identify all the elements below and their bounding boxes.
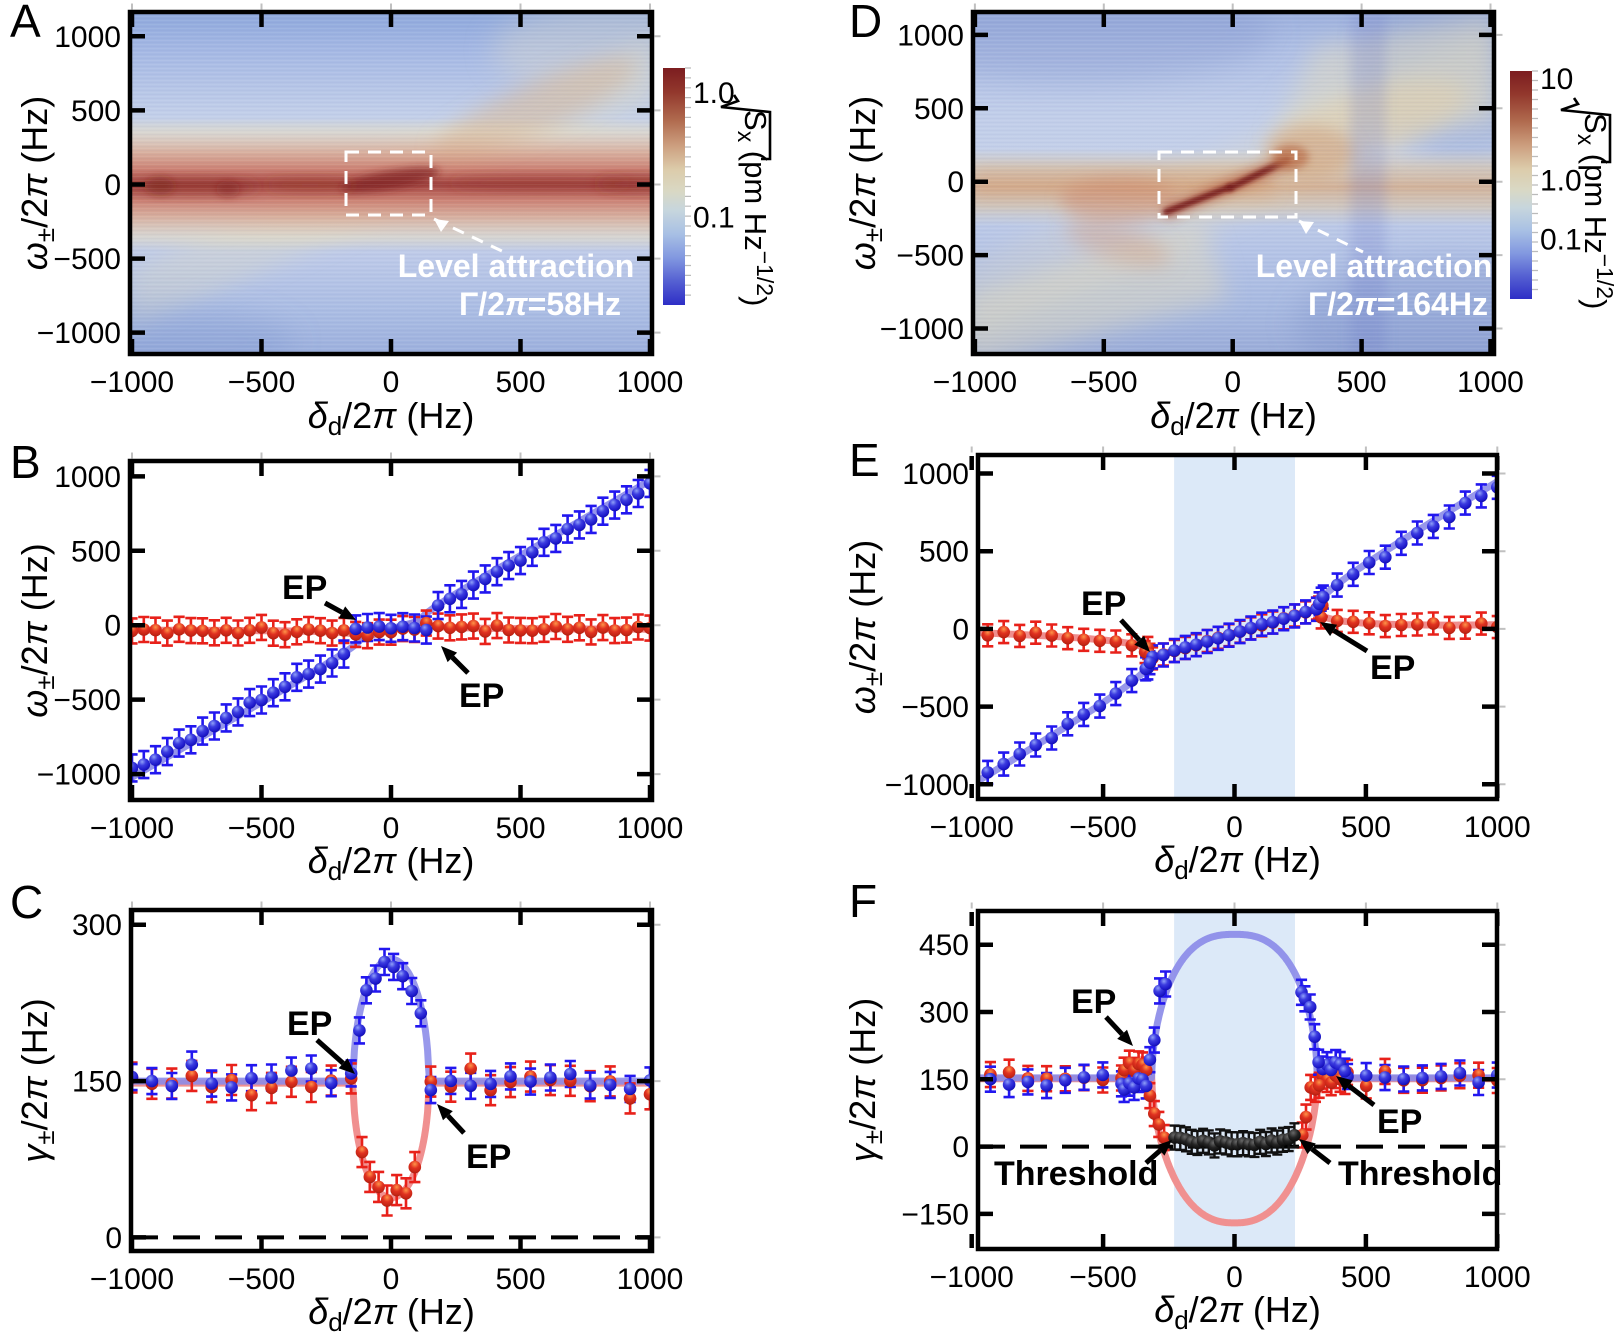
svg-text:−1000: −1000 <box>880 313 964 346</box>
svg-text:0.1: 0.1 <box>693 201 735 234</box>
svg-text:−1000: −1000 <box>90 812 174 845</box>
svg-text:δd/2π (Hz): δd/2π (Hz) <box>308 1291 475 1333</box>
svg-text:−500: −500 <box>1070 366 1138 399</box>
svg-text:1000: 1000 <box>54 21 121 54</box>
svg-text:1000: 1000 <box>1464 1261 1531 1294</box>
svg-text:1.0: 1.0 <box>1540 164 1582 197</box>
svg-text:1000: 1000 <box>897 19 964 52</box>
svg-text:EP: EP <box>1370 649 1415 687</box>
svg-text:δd/2π (Hz): δd/2π (Hz) <box>1150 395 1317 441</box>
svg-text:Level attraction: Level attraction <box>398 248 635 284</box>
svg-text:δd/2π (Hz): δd/2π (Hz) <box>1154 839 1321 885</box>
svg-text:1000: 1000 <box>1457 366 1524 399</box>
svg-text:C: C <box>10 876 43 928</box>
svg-text:Threshold: Threshold <box>1338 1155 1502 1193</box>
svg-text:EP: EP <box>282 569 327 607</box>
svg-text:−500: −500 <box>53 684 121 717</box>
svg-text:0: 0 <box>1226 811 1243 844</box>
svg-text:300: 300 <box>72 909 122 942</box>
svg-text:EP: EP <box>466 1138 511 1176</box>
svg-text:0: 0 <box>1224 366 1241 399</box>
svg-text:0: 0 <box>1226 1261 1243 1294</box>
svg-text:500: 500 <box>919 536 969 569</box>
svg-text:300: 300 <box>919 996 969 1029</box>
svg-text:1000: 1000 <box>617 812 684 845</box>
svg-text:−1000: −1000 <box>90 1263 174 1296</box>
svg-text:EP: EP <box>1071 983 1116 1021</box>
svg-text:−1000: −1000 <box>37 317 121 350</box>
svg-text:0: 0 <box>383 812 400 845</box>
svg-text:10: 10 <box>1540 63 1573 96</box>
svg-text:150: 150 <box>919 1064 969 1097</box>
svg-text:A: A <box>10 0 41 47</box>
svg-text:ω±/2π (Hz): ω±/2π (Hz) <box>14 543 60 717</box>
svg-text:Level attraction: Level attraction <box>1256 248 1493 284</box>
svg-text:1000: 1000 <box>54 461 121 494</box>
svg-text:Sx (pm Hz−1/2): Sx (pm Hz−1/2) <box>733 110 778 306</box>
svg-text:γ±/2π (Hz): γ±/2π (Hz) <box>842 998 888 1162</box>
svg-text:δd/2π (Hz): δd/2π (Hz) <box>1154 1289 1321 1333</box>
svg-text:500: 500 <box>914 93 964 126</box>
svg-text:−1000: −1000 <box>933 366 1017 399</box>
svg-text:−1000: −1000 <box>930 1261 1014 1294</box>
svg-text:−500: −500 <box>901 691 969 724</box>
svg-text:0: 0 <box>383 1263 400 1296</box>
svg-text:500: 500 <box>71 535 121 568</box>
svg-text:ω±/2π (Hz): ω±/2π (Hz) <box>842 540 888 714</box>
svg-text:F: F <box>849 875 877 927</box>
svg-text:ω±/2π (Hz): ω±/2π (Hz) <box>842 96 888 270</box>
svg-text:1000: 1000 <box>902 458 969 491</box>
svg-text:δd/2π (Hz): δd/2π (Hz) <box>308 395 475 441</box>
svg-text:B: B <box>10 436 41 488</box>
svg-text:0.1: 0.1 <box>1540 224 1582 257</box>
svg-text:Threshold: Threshold <box>994 1155 1158 1193</box>
svg-text:−500: −500 <box>896 240 964 273</box>
svg-text:1000: 1000 <box>617 1263 684 1296</box>
svg-text:−500: −500 <box>1069 1261 1137 1294</box>
svg-text:D: D <box>849 0 882 47</box>
svg-text:1000: 1000 <box>1464 811 1531 844</box>
svg-text:1000: 1000 <box>617 366 684 399</box>
svg-text:δd/2π (Hz): δd/2π (Hz) <box>308 840 475 886</box>
svg-text:500: 500 <box>495 366 545 399</box>
svg-text:E: E <box>849 434 880 486</box>
svg-text:−500: −500 <box>1069 811 1137 844</box>
svg-text:0: 0 <box>952 1131 969 1164</box>
svg-text:−1000: −1000 <box>930 811 1014 844</box>
svg-text:0: 0 <box>105 1222 122 1255</box>
svg-text:−1000: −1000 <box>37 759 121 792</box>
svg-text:500: 500 <box>71 95 121 128</box>
svg-text:EP: EP <box>1377 1103 1422 1141</box>
svg-text:EP: EP <box>1081 585 1126 623</box>
svg-text:450: 450 <box>919 929 969 962</box>
svg-text:0: 0 <box>947 166 964 199</box>
svg-text:0: 0 <box>952 613 969 646</box>
svg-text:−500: −500 <box>53 243 121 276</box>
svg-text:500: 500 <box>495 812 545 845</box>
svg-text:−1000: −1000 <box>885 769 969 802</box>
svg-text:EP: EP <box>459 677 504 715</box>
svg-text:ω±/2π (Hz): ω±/2π (Hz) <box>14 96 60 270</box>
svg-text:500: 500 <box>495 1263 545 1296</box>
svg-text:−500: −500 <box>228 366 296 399</box>
svg-text:150: 150 <box>72 1066 122 1099</box>
svg-text:γ±/2π (Hz): γ±/2π (Hz) <box>14 998 60 1162</box>
svg-text:500: 500 <box>1341 1261 1391 1294</box>
svg-text:−1000: −1000 <box>90 366 174 399</box>
svg-text:−150: −150 <box>901 1198 969 1231</box>
svg-text:0: 0 <box>104 610 121 643</box>
svg-text:0: 0 <box>104 169 121 202</box>
svg-text:500: 500 <box>1337 366 1387 399</box>
svg-text:Γ/2π=58Hz: Γ/2π=58Hz <box>459 286 621 322</box>
svg-text:500: 500 <box>1341 811 1391 844</box>
svg-text:EP: EP <box>287 1005 332 1043</box>
svg-text:0: 0 <box>383 366 400 399</box>
svg-text:Γ/2π=164Hz: Γ/2π=164Hz <box>1308 286 1488 322</box>
svg-text:−500: −500 <box>228 812 296 845</box>
svg-text:−500: −500 <box>228 1263 296 1296</box>
